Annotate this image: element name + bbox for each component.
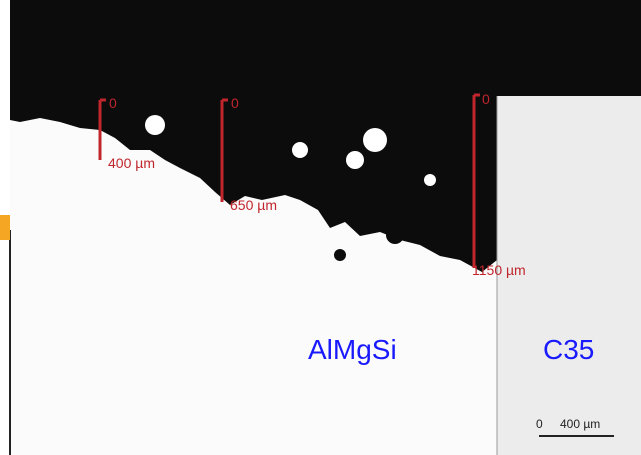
page: 0 400 µm 0 650 µm 0 1150 µm AlMgSi C35 0…: [0, 0, 641, 455]
depth-label: 650 µm: [230, 197, 277, 213]
scale-length: 400 µm: [560, 417, 600, 431]
zero-label: 0: [109, 95, 117, 111]
zero-label: 0: [231, 95, 239, 111]
depth-label: 400 µm: [108, 155, 155, 171]
scale-zero: 0: [536, 417, 543, 431]
depth-label: 1150 µm: [472, 262, 526, 278]
zero-label: 0: [482, 91, 490, 107]
marker: [0, 215, 10, 240]
material-label: C35: [543, 334, 594, 365]
material-label: AlMgSi: [308, 334, 397, 365]
micrograph: 0 400 µm 0 650 µm 0 1150 µm AlMgSi C35 0…: [0, 0, 641, 455]
